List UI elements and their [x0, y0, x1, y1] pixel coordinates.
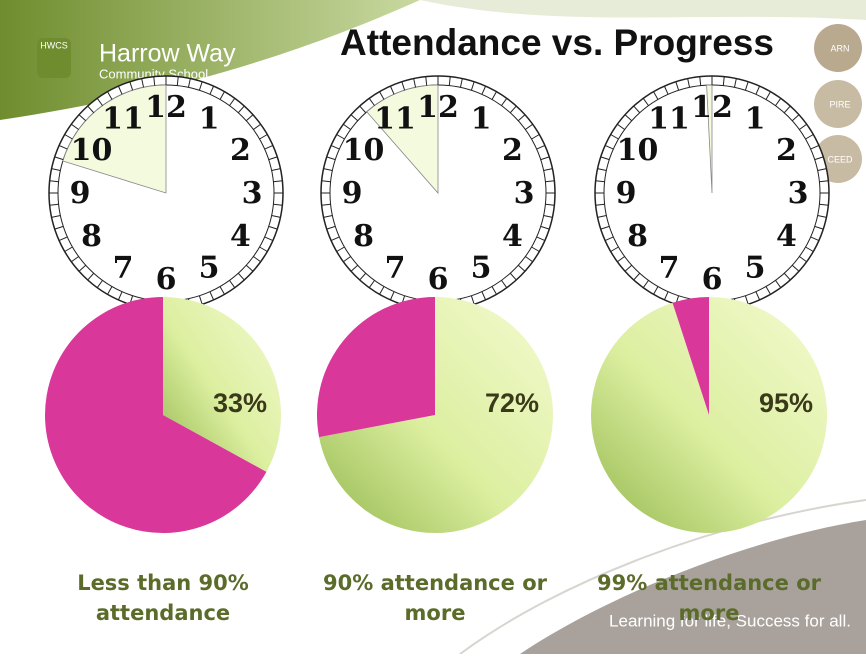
clock-numeral: 4 — [502, 219, 523, 254]
clock-numeral: 7 — [659, 250, 680, 285]
clock-numeral: 1 — [471, 102, 492, 137]
logo-badge: HWCS — [40, 40, 68, 50]
clock-numeral: 2 — [776, 133, 797, 168]
clock-numeral: 9 — [70, 176, 91, 211]
clock-numeral: 11 — [648, 102, 690, 137]
clock-numeral: 10 — [71, 133, 113, 168]
clock-numeral: 3 — [788, 176, 809, 211]
value-label: 72% — [485, 388, 539, 418]
clock-numeral: 3 — [514, 176, 535, 211]
value-label: 95% — [759, 388, 813, 418]
clock-numeral: 7 — [113, 250, 134, 285]
clock-numeral: 12 — [691, 90, 733, 125]
pie-slice — [317, 297, 435, 437]
clock-numeral: 11 — [374, 102, 416, 137]
slide-title: Attendance vs. Progress — [340, 22, 774, 63]
nav-label[interactable]: CEED — [827, 154, 853, 164]
clock-numeral: 1 — [745, 102, 766, 137]
clock-numeral: 11 — [102, 102, 144, 137]
clock-numeral: 4 — [230, 219, 251, 254]
clock-numeral: 9 — [616, 176, 637, 211]
pie-caption: 90% attendance ormore — [323, 571, 548, 625]
clock-numeral: 6 — [156, 262, 177, 297]
logo-name: Harrow Way — [99, 40, 236, 68]
slide: HWCS Harrow Way Community School Attenda… — [0, 0, 866, 654]
clock-numeral: 10 — [617, 133, 659, 168]
clock-numeral: 5 — [745, 250, 766, 285]
value-label: 33% — [213, 388, 267, 418]
clock-numeral: 7 — [385, 250, 406, 285]
clock-numeral: 8 — [627, 219, 648, 254]
header-swoosh-light — [420, 0, 866, 20]
nav-label[interactable]: ARN — [830, 43, 849, 53]
clock-numeral: 8 — [81, 219, 102, 254]
clock-numeral: 2 — [502, 133, 523, 168]
clock-numeral: 5 — [471, 250, 492, 285]
clock-numeral: 1 — [199, 102, 220, 137]
clock-numeral: 9 — [342, 176, 363, 211]
clock-numeral: 6 — [428, 262, 449, 297]
clock-numeral: 8 — [353, 219, 374, 254]
clock-numeral: 12 — [145, 90, 187, 125]
clock-numeral: 5 — [199, 250, 220, 285]
pie-caption: Less than 90%attendance — [77, 571, 249, 625]
clock-numeral: 3 — [242, 176, 263, 211]
clock-numeral: 10 — [343, 133, 385, 168]
clock-numeral: 12 — [417, 90, 459, 125]
clock-numeral: 2 — [230, 133, 251, 168]
clock-numeral: 6 — [702, 262, 723, 297]
nav-label[interactable]: PIRE — [829, 99, 850, 109]
clock-numeral: 4 — [776, 219, 797, 254]
